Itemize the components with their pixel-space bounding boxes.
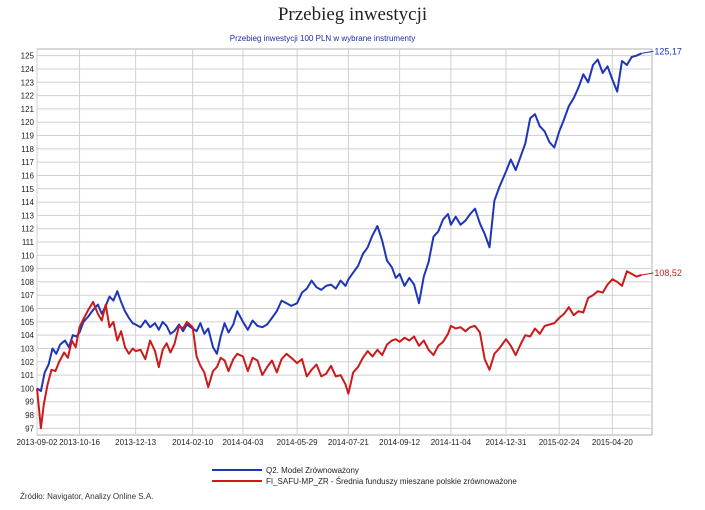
x-tick-label: 2014-04-03: [223, 438, 264, 447]
y-tick-label: 116: [21, 171, 34, 180]
series-line-model: [36, 52, 642, 393]
y-tick-label: 111: [22, 238, 35, 247]
y-tick-label: 119: [21, 132, 34, 141]
y-tick-label: 104: [21, 331, 35, 340]
y-tick-label: 107: [21, 291, 35, 300]
y-tick-label: 124: [21, 65, 35, 74]
y-tick-label: 106: [21, 305, 35, 314]
y-tick-label: 121: [21, 105, 35, 114]
y-tick-label: 117: [21, 158, 34, 167]
x-tick-label: 2013-09-02: [17, 438, 58, 447]
y-tick-label: 125: [21, 52, 35, 61]
series-end-label: 108,52: [654, 268, 682, 278]
end-label-leader: [641, 50, 654, 54]
y-tick-label: 114: [21, 198, 34, 207]
legend-item-label: Q2. Model Zrównoważony: [266, 466, 359, 475]
series-line-fund: [36, 270, 642, 430]
x-tick-label: 2014-07-21: [328, 438, 369, 447]
y-tick-label: 118: [21, 145, 34, 154]
x-tick-label: 2014-05-29: [277, 438, 318, 447]
chart-title: Przebieg inwestycji 100 PLN w wybrane in…: [229, 34, 416, 43]
y-tick-label: 102: [21, 358, 35, 367]
legend-item-label: FI_SAFU-MP_ZR - Średnia funduszy mieszan…: [266, 477, 517, 486]
x-tick-label: 2015-04-20: [592, 438, 633, 447]
y-tick-label: 103: [21, 344, 35, 353]
y-tick-label: 115: [21, 185, 34, 194]
x-tick-label: 2013-12-13: [115, 438, 156, 447]
y-tick-label: 123: [21, 78, 35, 87]
x-tick-label: 2015-02-24: [539, 438, 580, 447]
x-tick-label: 2013-10-16: [59, 438, 100, 447]
chart-series: [36, 52, 642, 430]
y-tick-label: 100: [21, 384, 35, 393]
x-tick-label: 2014-12-31: [486, 438, 527, 447]
chart-legend: Q2. Model Zrównoważony FI_SAFU-MP_ZR - Śr…: [212, 466, 517, 486]
series-end-labels: 125,17 108,52: [641, 46, 682, 278]
y-tick-label: 113: [21, 211, 34, 220]
y-tick-label: 122: [21, 92, 35, 101]
y-axis-ticks: 97 98 99 100 101 102 103 104 105 106 107 108 109 110 1…: [21, 52, 35, 434]
y-tick-label: 109: [21, 265, 35, 274]
end-label-leader: [641, 272, 654, 276]
x-tick-label: 2014-02-10: [172, 438, 213, 447]
y-tick-label: 108: [21, 278, 35, 287]
series-end-label: 125,17: [654, 46, 682, 56]
y-tick-label: 101: [21, 371, 35, 380]
y-tick-label: 120: [21, 118, 35, 127]
y-tick-label: 97: [25, 424, 34, 433]
x-tick-label: 2014-11-04: [431, 438, 472, 447]
y-tick-label: 112: [21, 225, 34, 234]
y-tick-label: 98: [25, 411, 34, 420]
page-title: Przebieg inwestycji: [277, 4, 428, 25]
y-tick-label: 110: [21, 251, 34, 260]
y-tick-label: 99: [25, 398, 34, 407]
y-tick-label: 105: [21, 318, 35, 327]
x-axis-ticks: 2013-09-02 2013-10-16 2013-12-13 2014-02-10…: [17, 438, 634, 447]
chart-grid: [36, 48, 653, 436]
source-note: Źródło: Navigator, Analizy Online S.A.: [20, 492, 154, 501]
x-tick-label: 2014-09-12: [379, 438, 420, 447]
